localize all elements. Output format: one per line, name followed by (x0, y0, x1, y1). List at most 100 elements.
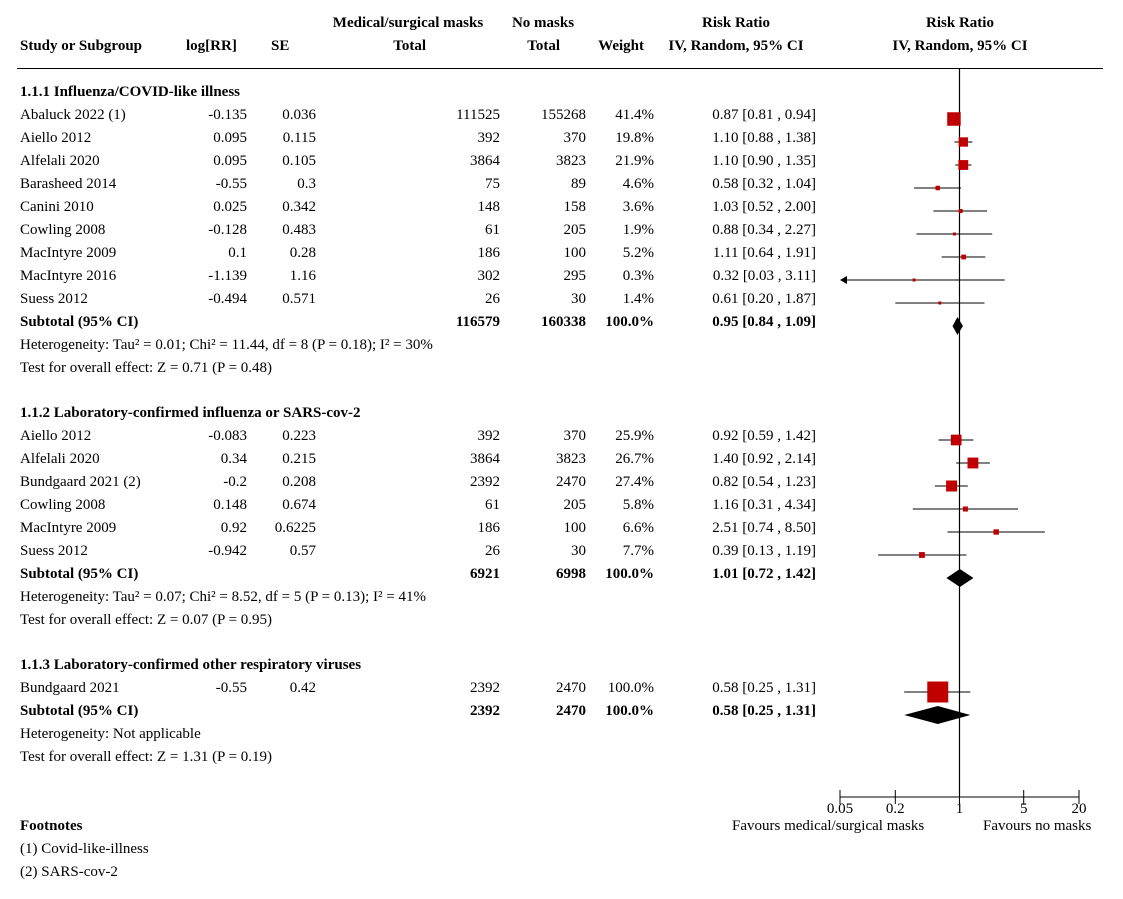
study-weight: 1.9% (622, 222, 654, 238)
study-masks-total: 3864 (470, 153, 500, 169)
study-weight: 1.4% (622, 291, 654, 307)
study-se: 0.571 (282, 291, 316, 307)
study-masks-total: 2392 (470, 680, 500, 696)
study-marker (993, 529, 999, 535)
subtotal-label: Subtotal (95% CI) (20, 566, 139, 582)
study-marker (935, 185, 941, 191)
study-nomasks-total: 205 (563, 497, 587, 513)
study-ci: 2.51 [0.74 , 8.50] (712, 520, 816, 536)
study-weight: 6.6% (622, 520, 654, 536)
study-marker (958, 137, 968, 147)
study-marker (919, 552, 925, 558)
study-se: 0.483 (282, 222, 316, 238)
study-se: 0.57 (289, 543, 316, 559)
study-marker (938, 301, 942, 305)
footnote-item: (1) Covid-like-illness (20, 841, 149, 857)
x-axis-tick-label: 5 (1020, 801, 1028, 817)
favours-left-label: Favours medical/surgical masks (732, 818, 925, 834)
group-title: 1.1.2 Laboratory-confirmed influenza or … (20, 405, 361, 421)
study-masks-total: 148 (477, 199, 501, 215)
study-name: Suess 2012 (20, 543, 88, 559)
study-ci: 0.87 [0.81 , 0.94] (712, 107, 816, 123)
study-name: Bundgaard 2021 (20, 680, 120, 696)
study-name: Alfelali 2020 (20, 451, 100, 467)
study-name: MacIntyre 2009 (20, 520, 117, 536)
study-weight: 19.8% (615, 130, 654, 146)
study-name: Suess 2012 (20, 291, 88, 307)
group-title: 1.1.1 Influenza/COVID-like illness (20, 84, 241, 100)
header-rr-method-text: IV, Random, 95% CI (668, 38, 804, 54)
study-logrr: -0.494 (208, 291, 247, 307)
study-se: 0.42 (289, 680, 316, 696)
header-masks-group: Medical/surgical masks (332, 15, 484, 31)
study-se: 1.16 (289, 268, 316, 284)
study-nomasks-total: 295 (563, 268, 587, 284)
study-name: Cowling 2008 (20, 222, 106, 238)
header-risk-ratio-plot: Risk Ratio (926, 15, 994, 31)
subtotal-weight: 100.0% (605, 566, 654, 582)
subtotal-ci: 1.01 [0.72 , 1.42] (712, 566, 816, 582)
study-marker (912, 278, 916, 282)
header-separator (17, 68, 1103, 69)
study-logrr: -0.942 (208, 543, 247, 559)
x-axis-tick-label: 0.05 (827, 801, 853, 817)
study-nomasks-total: 100 (563, 245, 587, 261)
study-marker (967, 457, 979, 469)
overall-effect-text: Test for overall effect: Z = 1.31 (P = 0… (20, 749, 273, 765)
study-weight: 0.3% (622, 268, 654, 284)
study-se: 0.3 (297, 176, 316, 192)
ci-arrow (840, 276, 847, 284)
study-nomasks-total: 370 (563, 428, 587, 444)
subtotal-ci: 0.95 [0.84 , 1.09] (712, 314, 816, 330)
study-logrr: 0.34 (220, 451, 247, 467)
subtotal-masks-total: 6921 (470, 566, 500, 582)
study-nomasks-total: 205 (563, 222, 587, 238)
study-weight: 100.0% (607, 680, 654, 696)
footnotes-title: Footnotes (20, 818, 83, 834)
study-ci: 0.58 [0.32 , 1.04] (712, 176, 816, 192)
study-ci: 1.11 [0.64 , 1.91] (712, 245, 816, 261)
study-weight: 25.9% (615, 428, 654, 444)
study-marker (946, 480, 958, 492)
study-se: 0.6225 (274, 520, 316, 536)
study-nomasks-total: 3823 (556, 451, 586, 467)
subtotal-ci: 0.58 [0.25 , 1.31] (712, 703, 816, 719)
study-weight: 5.8% (622, 497, 654, 513)
header-rr-method-plot: IV, Random, 95% CI (892, 38, 1028, 54)
study-logrr: -0.128 (208, 222, 247, 238)
study-nomasks-total: 158 (563, 199, 587, 215)
header-log-rr: log[RR] (186, 38, 237, 54)
study-masks-total: 111525 (456, 107, 500, 123)
study-logrr: -0.55 (215, 680, 247, 696)
study-se: 0.674 (282, 497, 316, 513)
subtotal-weight: 100.0% (605, 703, 654, 719)
x-axis-tick-label: 20 (1072, 801, 1087, 817)
study-weight: 26.7% (615, 451, 654, 467)
study-se: 0.215 (282, 451, 316, 467)
study-logrr: 0.095 (213, 130, 247, 146)
study-name: Aiello 2012 (20, 130, 92, 146)
study-logrr: -0.135 (208, 107, 247, 123)
subtotal-masks-total: 2392 (470, 703, 500, 719)
study-name: MacIntyre 2009 (20, 245, 117, 261)
study-logrr: 0.095 (213, 153, 247, 169)
study-ci: 0.39 [0.13 , 1.19] (712, 543, 816, 559)
study-weight: 4.6% (622, 176, 654, 192)
study-marker (950, 434, 962, 446)
study-logrr: 0.025 (213, 199, 247, 215)
study-name: Barasheed 2014 (20, 176, 117, 192)
study-se: 0.342 (282, 199, 316, 215)
study-masks-total: 26 (485, 291, 500, 307)
heterogeneity-text: Heterogeneity: Tau² = 0.01; Chi² = 11.44… (20, 337, 433, 353)
study-marker (952, 232, 956, 236)
study-logrr: 0.148 (213, 497, 247, 513)
study-ci: 0.58 [0.25 , 1.31] (712, 680, 816, 696)
study-weight: 3.6% (622, 199, 654, 215)
study-masks-total: 392 (477, 428, 501, 444)
study-se: 0.28 (289, 245, 316, 261)
study-marker (962, 506, 968, 512)
study-logrr: -1.139 (208, 268, 247, 284)
study-name: Aiello 2012 (20, 428, 92, 444)
subtotal-diamond (904, 706, 971, 724)
